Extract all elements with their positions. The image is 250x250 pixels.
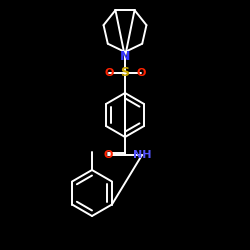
Text: S: S: [120, 66, 130, 80]
Text: N: N: [120, 50, 130, 64]
Text: NH: NH: [133, 150, 151, 160]
Text: O: O: [136, 68, 146, 78]
Text: O: O: [103, 150, 113, 160]
Text: O: O: [104, 68, 114, 78]
